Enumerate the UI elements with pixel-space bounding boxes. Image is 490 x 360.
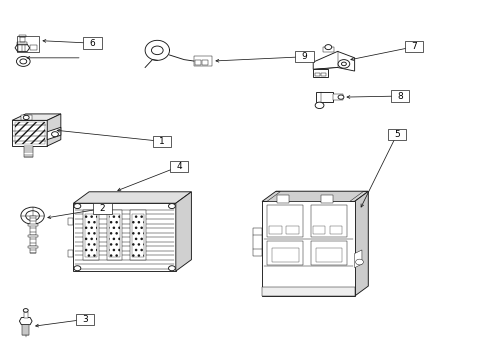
Bar: [272, 248, 298, 262]
Text: 7: 7: [411, 42, 417, 51]
Bar: [68, 249, 74, 257]
Circle shape: [151, 46, 163, 55]
Bar: [28, 246, 38, 248]
Circle shape: [315, 102, 324, 109]
Polygon shape: [15, 44, 30, 51]
Bar: [20, 37, 25, 42]
Bar: [76, 314, 95, 325]
Polygon shape: [262, 202, 355, 296]
Bar: [132, 214, 144, 257]
Bar: [130, 210, 146, 260]
Polygon shape: [12, 114, 61, 120]
Bar: [19, 35, 26, 37]
Bar: [316, 248, 343, 262]
Bar: [270, 226, 282, 234]
Bar: [391, 90, 409, 102]
Text: 2: 2: [99, 204, 105, 213]
Polygon shape: [47, 114, 61, 146]
Circle shape: [356, 259, 364, 265]
Bar: [315, 73, 319, 76]
Polygon shape: [12, 120, 47, 146]
Bar: [313, 226, 325, 234]
Bar: [28, 235, 38, 237]
Bar: [202, 60, 208, 64]
Polygon shape: [267, 192, 364, 202]
Bar: [333, 94, 343, 100]
Bar: [85, 214, 97, 257]
Bar: [28, 224, 38, 226]
Circle shape: [24, 115, 29, 120]
Bar: [311, 205, 347, 237]
Bar: [30, 45, 37, 50]
Bar: [153, 136, 172, 147]
Polygon shape: [47, 127, 61, 140]
Bar: [30, 216, 36, 253]
Bar: [68, 217, 74, 225]
Polygon shape: [74, 203, 176, 271]
Polygon shape: [15, 122, 45, 144]
Polygon shape: [316, 92, 333, 102]
Text: 4: 4: [176, 162, 182, 171]
Polygon shape: [262, 192, 368, 202]
Bar: [93, 203, 112, 214]
Bar: [323, 47, 334, 52]
Circle shape: [17, 57, 30, 66]
Bar: [21, 115, 31, 120]
Bar: [287, 226, 298, 234]
Polygon shape: [313, 51, 355, 71]
Circle shape: [342, 62, 346, 66]
Bar: [18, 42, 27, 45]
Circle shape: [20, 59, 27, 64]
Polygon shape: [176, 192, 192, 271]
Polygon shape: [276, 192, 368, 286]
Polygon shape: [20, 318, 32, 325]
Bar: [109, 214, 120, 257]
Bar: [107, 210, 122, 260]
Text: 9: 9: [301, 52, 307, 61]
Bar: [18, 36, 39, 52]
Bar: [194, 57, 212, 66]
Polygon shape: [355, 192, 368, 296]
Circle shape: [74, 203, 81, 208]
Circle shape: [51, 132, 58, 137]
Bar: [267, 205, 303, 237]
Polygon shape: [313, 69, 328, 77]
Text: 5: 5: [394, 130, 400, 139]
Bar: [405, 41, 423, 53]
Bar: [262, 287, 355, 296]
Bar: [267, 241, 303, 265]
Bar: [388, 129, 406, 140]
Bar: [311, 241, 347, 265]
Circle shape: [169, 266, 175, 271]
Text: 3: 3: [82, 315, 88, 324]
Bar: [83, 210, 99, 260]
Circle shape: [21, 207, 44, 224]
Bar: [23, 325, 29, 336]
Bar: [170, 161, 189, 172]
Circle shape: [169, 203, 175, 208]
Bar: [330, 226, 343, 234]
Circle shape: [338, 60, 350, 68]
Polygon shape: [74, 192, 192, 203]
Circle shape: [26, 211, 39, 221]
Bar: [295, 51, 314, 63]
Polygon shape: [355, 250, 362, 268]
Bar: [277, 195, 289, 203]
Circle shape: [74, 266, 81, 271]
Bar: [321, 73, 326, 76]
Text: 6: 6: [90, 39, 96, 48]
Bar: [24, 312, 28, 318]
Circle shape: [338, 95, 344, 99]
Circle shape: [24, 309, 28, 312]
Bar: [24, 146, 33, 157]
Circle shape: [325, 45, 332, 50]
Bar: [320, 195, 333, 203]
Text: 1: 1: [159, 137, 165, 146]
Polygon shape: [253, 228, 262, 256]
Bar: [83, 37, 102, 49]
Bar: [196, 60, 201, 64]
Text: 8: 8: [397, 91, 403, 100]
